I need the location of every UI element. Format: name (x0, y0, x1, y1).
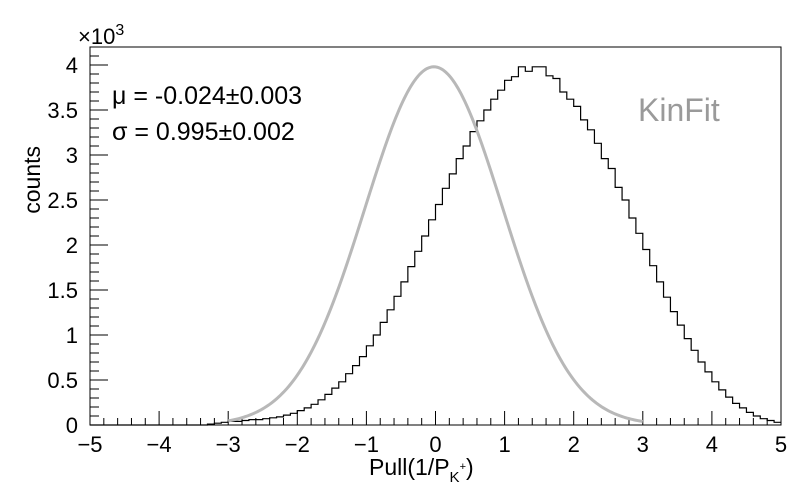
kinfit-tag: KinFit (638, 92, 720, 128)
x-tick-label: −4 (147, 432, 172, 457)
y-tick-label: 3.5 (47, 98, 78, 123)
y-tick-label: 0 (66, 413, 78, 438)
mu-annotation: μ = -0.024±0.003 (112, 82, 302, 110)
y-tick-label: 1.5 (47, 278, 78, 303)
sigma-annotation: σ = 0.995±0.002 (112, 118, 295, 146)
axis-ticks (89, 46, 782, 426)
x-tick-label: 5 (775, 432, 787, 457)
x-tick-label: −3 (216, 432, 241, 457)
x-tick-label: 0 (429, 432, 441, 457)
y-multiplier-base: ×10 (78, 24, 115, 49)
y-axis-title: counts (19, 146, 45, 214)
y-multiplier: ×103 (78, 22, 124, 49)
x-tick-label: −2 (285, 432, 310, 457)
x-axis-title-superscript: + (460, 461, 466, 473)
x-tick-label: 4 (706, 432, 718, 457)
y-multiplier-exponent: 3 (115, 22, 124, 39)
x-tick-label: 2 (568, 432, 580, 457)
y-tick-label: 4 (66, 53, 78, 78)
x-tick-label: −5 (77, 432, 102, 457)
y-tick-label: 0.5 (47, 368, 78, 393)
gaussian-fit-curve (227, 65, 644, 423)
x-axis-title: Pull(1/PK+) (369, 454, 474, 486)
x-tick-label: 1 (498, 432, 510, 457)
y-tick-label: 2 (66, 233, 78, 258)
y-tick-label: 1 (66, 323, 78, 348)
x-axis-title-main: Pull(1/P (369, 454, 450, 480)
y-tick-label: 3 (66, 143, 78, 168)
x-tick-label: −1 (354, 432, 379, 457)
y-tick-label: 2.5 (47, 188, 78, 213)
y-tick-labels: 0 0.5 1 1.5 2 2.5 3 3.5 4 (47, 53, 78, 438)
histogram-series (90, 66, 781, 426)
x-tick-labels: −5 −4 −3 −2 −1 0 1 2 3 4 5 (77, 432, 787, 457)
x-axis-title-subscript: K (450, 469, 460, 486)
x-axis-title-close: ) (466, 454, 474, 480)
x-tick-label: 3 (637, 432, 649, 457)
